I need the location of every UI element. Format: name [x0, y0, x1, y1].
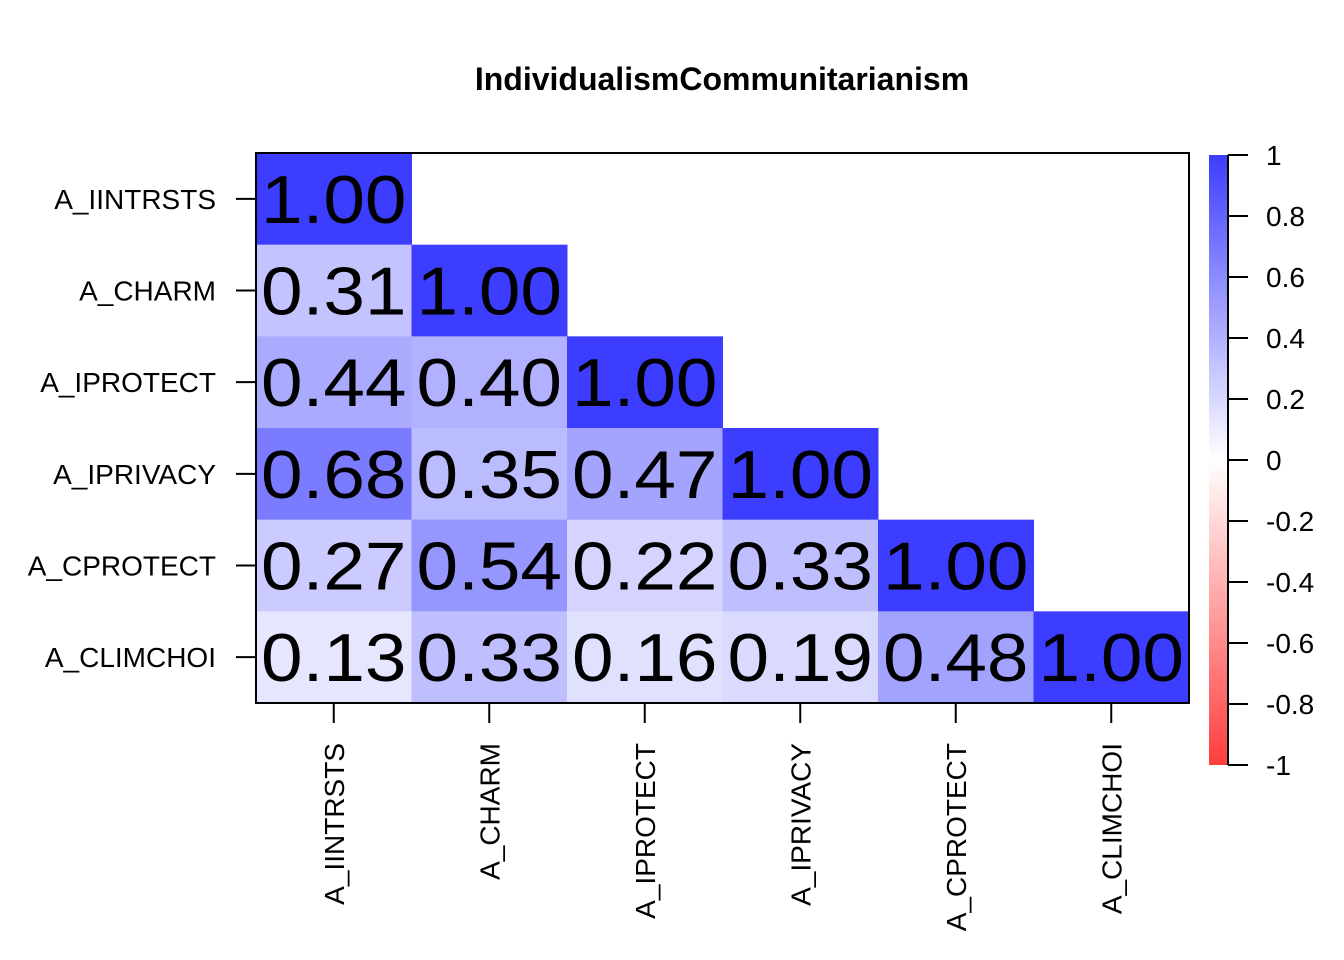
- heatmap-cell: [878, 519, 1034, 612]
- column-label: A_CHARM: [474, 743, 505, 880]
- cell-value-label: 0.54: [417, 529, 563, 605]
- row-labels: A_IINTRSTS A_CHARM A_IPROTECT A_IPRIVACY A_C…: [28, 184, 256, 673]
- heatmap-cell: [411, 611, 568, 704]
- cell-value-label: 1.00: [1039, 620, 1185, 696]
- heatmap-cell: [256, 519, 412, 612]
- cell-value-label: 1.00: [572, 345, 718, 421]
- cell-value-label: 1.00: [728, 437, 874, 513]
- cell-value-label: 0.68: [261, 437, 407, 513]
- colorbar-tick-label: 0.8: [1266, 201, 1305, 232]
- column-label: A_IPRIVACY: [785, 743, 816, 906]
- row-label: A_CLIMCHOI: [45, 642, 216, 673]
- cell-value-label: 0.13: [261, 620, 407, 696]
- row-label: A_CHARM: [79, 276, 216, 307]
- heatmap-cell: [567, 611, 723, 704]
- cell-value-label: 0.16: [572, 620, 718, 696]
- heatmap-cell: [878, 611, 1034, 704]
- column-labels: A_IINTRSTS A_CHARM A_IPROTECT A_IPRIVACY A_C…: [319, 703, 1127, 931]
- colorbar-tick-label: 0: [1266, 445, 1282, 476]
- cell-value-label: 1.00: [417, 254, 563, 330]
- heatmap-cell: [411, 336, 568, 429]
- colorbar-tick-label: -0.6: [1266, 628, 1314, 659]
- chart-title: IndividualismCommunitarianism: [475, 61, 969, 97]
- cell-value-label: 0.44: [261, 345, 407, 421]
- heatmap-cell: [722, 519, 879, 612]
- cell-value-label: 0.31: [261, 254, 407, 330]
- heatmap-cells: 1.000.31 1.000.44 0.40 1.000.68 0.35 0.47 1.00…: [256, 153, 1190, 704]
- colorbar: [1209, 155, 1228, 765]
- column-label: A_IPROTECT: [630, 743, 661, 919]
- heatmap-cell: [567, 428, 723, 521]
- heatmap-cell: [411, 428, 568, 521]
- cell-value-label: 0.35: [417, 437, 563, 513]
- row-label: A_CPROTECT: [28, 551, 216, 582]
- cell-value-label: 0.19: [728, 620, 874, 696]
- column-label: A_CLIMCHOI: [1096, 743, 1127, 914]
- colorbar-tick-label: -0.4: [1266, 567, 1314, 598]
- row-label: A_IPRIVACY: [53, 459, 216, 490]
- colorbar-tick-label: 0.6: [1266, 262, 1305, 293]
- colorbar-tick-label: 0.2: [1266, 384, 1305, 415]
- column-label: A_IINTRSTS: [319, 743, 350, 905]
- cell-value-label: 0.48: [883, 620, 1029, 696]
- heatmap-cell: [411, 244, 568, 337]
- heatmap-cell: [722, 428, 879, 521]
- cell-value-label: 0.40: [417, 345, 563, 421]
- heatmap-cell: [256, 244, 412, 337]
- colorbar-tick-label: -0.8: [1266, 689, 1314, 720]
- colorbar-tick-label: 1: [1266, 140, 1282, 171]
- row-label: A_IPROTECT: [40, 367, 216, 398]
- cell-value-label: 1.00: [883, 529, 1029, 605]
- cell-value-label: 0.33: [417, 620, 563, 696]
- colorbar-tick-label: -0.2: [1266, 506, 1314, 537]
- color-legend: 1 0.8 0.6 0.4 0.2 0 -0.2 -0.4 -0.6 -0.8 -1: [1209, 140, 1314, 781]
- cell-value-label: 0.27: [261, 529, 407, 605]
- column-label: A_CPROTECT: [941, 743, 972, 931]
- cell-value-label: 1.00: [261, 162, 407, 238]
- heatmap-cell: [567, 336, 723, 429]
- heatmap-cell: [722, 611, 879, 704]
- heatmap-cell: [567, 519, 723, 612]
- heatmap-cell: [256, 153, 412, 246]
- row-label: A_IINTRSTS: [54, 184, 216, 215]
- heatmap-cell: [411, 519, 568, 612]
- colorbar-tick-label: -1: [1266, 750, 1291, 781]
- cell-value-label: 0.33: [728, 529, 874, 605]
- heatmap-cell: [256, 611, 412, 704]
- plot-border: [255, 152, 1190, 704]
- cell-value-label: 0.22: [572, 529, 718, 605]
- heatmap-cell: [1033, 611, 1190, 704]
- heatmap-cell: [256, 428, 412, 521]
- colorbar-tick-label: 0.4: [1266, 323, 1305, 354]
- heatmap-cell: [256, 336, 412, 429]
- cell-value-label: 0.47: [572, 437, 718, 513]
